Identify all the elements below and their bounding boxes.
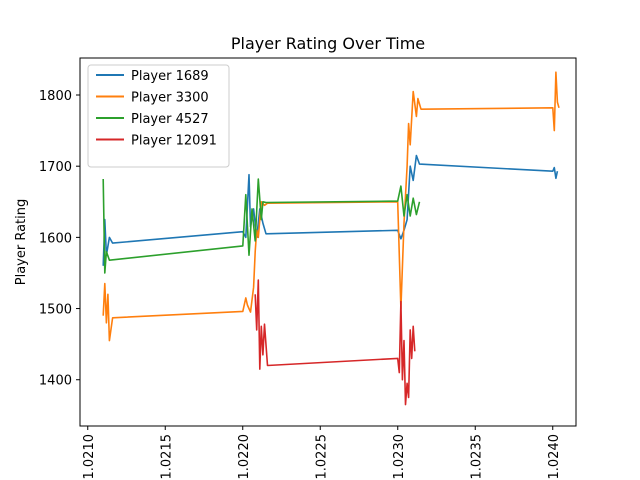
x-tick-label: 1.0215: [159, 434, 174, 480]
y-axis-label: Player Rating: [14, 199, 29, 286]
plot-frame: [79, 57, 577, 427]
y-tick-label: 1400: [39, 374, 72, 389]
y-axis: 1400 1500 1600 1700 1800: [39, 89, 80, 389]
legend-label: Player 4527: [131, 112, 209, 127]
series-line-3: [102, 178, 421, 274]
plot-lines: [102, 71, 560, 406]
x-tick-label: 1.0210: [82, 434, 97, 480]
legend-label: Player 3300: [131, 91, 209, 106]
y-tick-label: 1800: [39, 89, 72, 104]
y-tick-label: 1700: [39, 160, 72, 175]
legend-label: Player 12091: [131, 134, 217, 149]
chart-title: Player Rating Over Time: [231, 34, 425, 53]
x-tick-label: 1.0225: [314, 434, 329, 480]
x-axis: 1.0210 1.0215 1.0220 1.0225 1.0230 1.0235 1.02…: [82, 426, 562, 480]
y-tick-label: 1500: [39, 303, 72, 318]
legend-label: Player 1689: [131, 69, 209, 84]
legend: Player 1689 Player 3300 Player 4527 Player …: [87, 64, 230, 168]
series-line-4: [254, 279, 416, 406]
series-line-1: [102, 154, 559, 266]
x-tick-label: 1.0235: [469, 434, 484, 480]
x-tick-label: 1.0230: [392, 434, 407, 480]
legend-box: [87, 64, 230, 168]
x-tick-label: 1.0220: [237, 434, 252, 480]
y-tick-label: 1600: [39, 231, 72, 246]
x-tick-label: 1.0240: [547, 434, 562, 480]
series-line-2: [102, 71, 560, 342]
